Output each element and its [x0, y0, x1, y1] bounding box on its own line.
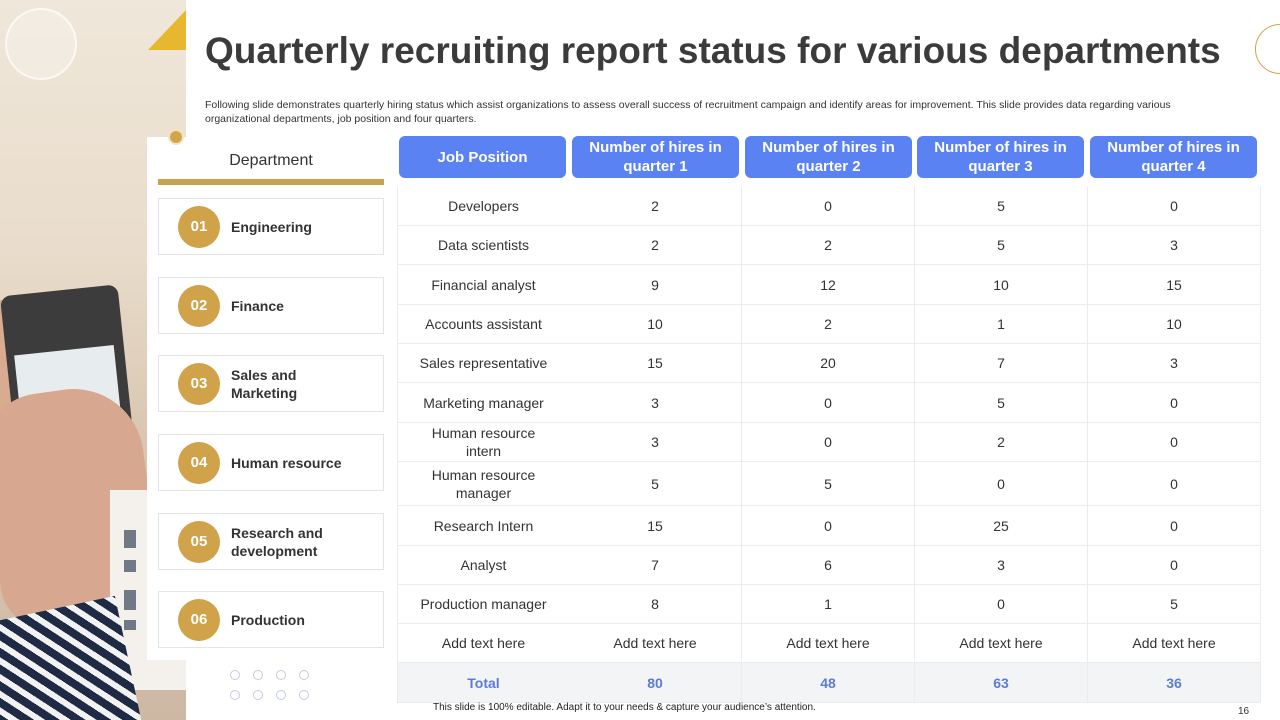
table-cell-value: 3	[1088, 226, 1261, 265]
table-cell-value: Add text here	[915, 624, 1088, 663]
column-header-q3: Number of hires in quarter 3	[917, 136, 1084, 178]
table-cell-value: 10	[915, 265, 1088, 305]
department-item: 03 Sales and Marketing	[158, 355, 384, 412]
table-cell-value: 3	[569, 423, 742, 462]
table-cell-value: 7	[569, 546, 742, 585]
light-glow	[5, 8, 77, 80]
table-cell-value: 2	[742, 305, 915, 344]
total-label: Total	[397, 663, 570, 703]
department-number: 04	[178, 441, 220, 484]
table-cell-value: 10	[569, 305, 742, 344]
department-item: 04 Human resource	[158, 434, 384, 491]
table-cell-value: 12	[742, 265, 915, 305]
table-cell-position: Developers	[397, 187, 570, 226]
yellow-shape	[148, 10, 186, 50]
page-title: Quarterly recruiting report status for v…	[205, 30, 1221, 71]
department-item: 02 Finance	[158, 277, 384, 334]
department-label: Production	[231, 611, 305, 628]
table-cell-value: 0	[915, 462, 1088, 506]
department-underline	[158, 179, 384, 185]
table-cell-value: 0	[915, 585, 1088, 624]
table-cell-value: 2	[569, 187, 742, 226]
table-cell-position: Data scientists	[397, 226, 570, 265]
table-cell-value: 0	[1088, 187, 1261, 226]
department-item: 05 Research and development	[158, 513, 384, 570]
column-header-job-position: Job Position	[399, 136, 566, 178]
department-number: 05	[178, 520, 220, 563]
table-cell-value: 25	[915, 506, 1088, 546]
table-cell-value: 3	[915, 546, 1088, 585]
table-cell-value: 6	[742, 546, 915, 585]
table-cell-position: Marketing manager	[397, 383, 570, 423]
table-cell-value: 0	[742, 423, 915, 462]
table-cell-value: Add text here	[742, 624, 915, 663]
table-cell-position: Human resource manager	[397, 462, 570, 506]
department-header: Department	[229, 152, 313, 169]
table-cell-position: Research Intern	[397, 506, 570, 546]
table-cell-value: 2	[915, 423, 1088, 462]
table-cell-value: 1	[742, 585, 915, 624]
footer-note: This slide is 100% editable. Adapt it to…	[433, 702, 816, 713]
table-cell-value: 15	[1088, 265, 1261, 305]
accent-dot	[168, 129, 184, 145]
table-cell-value: 5	[915, 383, 1088, 423]
department-number: 03	[178, 362, 220, 405]
table-cell-value: 8	[569, 585, 742, 624]
table-cell-value: 3	[569, 383, 742, 423]
department-label: Engineering	[231, 218, 312, 235]
table-cell-value: 0	[1088, 423, 1261, 462]
table-cell-value: 7	[915, 344, 1088, 383]
table-cell-value: 0	[742, 187, 915, 226]
table-cell-value: 0	[1088, 383, 1261, 423]
table-cell-value: 3	[1088, 344, 1261, 383]
table-cell-value: 0	[1088, 506, 1261, 546]
department-label: Research and development	[231, 524, 323, 559]
table-cell-value: 20	[742, 344, 915, 383]
table-cell-value: 9	[569, 265, 742, 305]
table-cell-value: Add text here	[569, 624, 742, 663]
department-number: 06	[178, 598, 220, 641]
table-cell-position: Production manager	[397, 585, 570, 624]
department-label: Human resource	[231, 454, 342, 471]
table-cell-value: 10	[1088, 305, 1261, 344]
table-cell-value: 5	[915, 187, 1088, 226]
page-number: 16	[1238, 706, 1250, 717]
table-cell-value: 5	[742, 462, 915, 506]
table-cell-value: 15	[569, 344, 742, 383]
department-number: 02	[178, 284, 220, 327]
department-item: 06 Production	[158, 591, 384, 648]
total-value: 63	[915, 663, 1088, 703]
department-label: Finance	[231, 297, 284, 314]
table-cell-value: 2	[742, 226, 915, 265]
total-value: 48	[742, 663, 915, 703]
total-value: 36	[1088, 663, 1261, 703]
column-header-q2: Number of hires in quarter 2	[745, 136, 912, 178]
table-cell-value: 1	[915, 305, 1088, 344]
table-cell-position: Accounts assistant	[397, 305, 570, 344]
table-cell-value: Add text here	[1088, 624, 1261, 663]
table-cell-value: 5	[1088, 585, 1261, 624]
table-cell-value: 15	[569, 506, 742, 546]
total-value: 80	[569, 663, 742, 703]
decorative-ring	[1255, 24, 1280, 74]
table-cell-position: Sales representative	[397, 344, 570, 383]
table-cell-value: 0	[1088, 462, 1261, 506]
table-cell-position: Analyst	[397, 546, 570, 585]
department-label: Sales and Marketing	[231, 366, 298, 401]
table-cell-value: 0	[742, 383, 915, 423]
table-cell-position: Add text here	[397, 624, 570, 663]
page-subtitle: Following slide demonstrates quarterly h…	[205, 99, 1171, 125]
table-cell-value: 0	[1088, 546, 1261, 585]
table-cell-value: 5	[569, 462, 742, 506]
department-number: 01	[178, 205, 220, 248]
table-cell-value: 2	[569, 226, 742, 265]
table-cell-position: Human resource intern	[397, 423, 570, 462]
column-header-q4: Number of hires in quarter 4	[1090, 136, 1257, 178]
column-header-q1: Number of hires in quarter 1	[572, 136, 739, 178]
table-cell-value: 5	[915, 226, 1088, 265]
department-item: 01 Engineering	[158, 198, 384, 255]
table-cell-value: 0	[742, 506, 915, 546]
table-cell-position: Financial analyst	[397, 265, 570, 305]
